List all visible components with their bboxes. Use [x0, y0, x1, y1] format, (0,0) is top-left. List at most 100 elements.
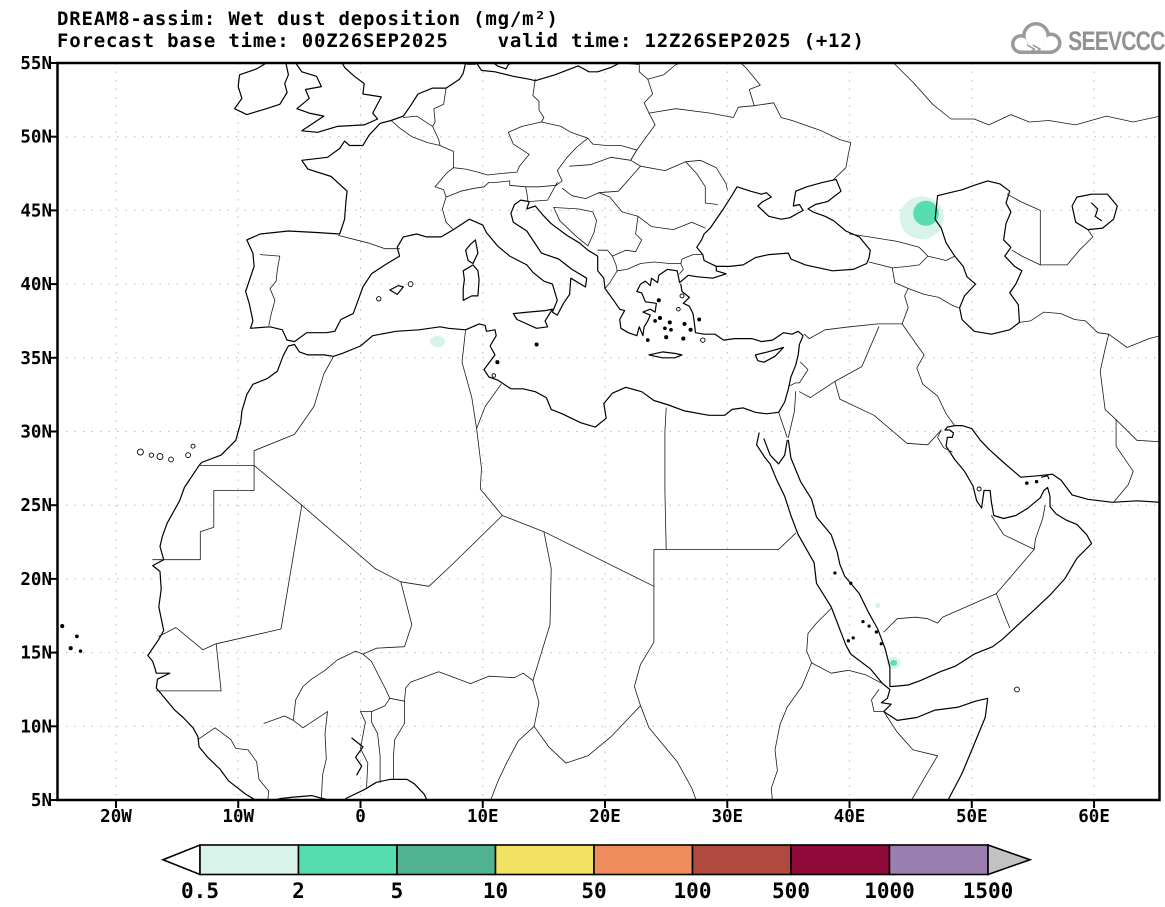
coastline-path [465, 239, 479, 265]
country-border-path [1006, 193, 1041, 211]
island-dot [676, 306, 681, 312]
island-dot [60, 624, 65, 629]
country-border-path [789, 361, 809, 387]
island-dot [1025, 481, 1029, 485]
island-dot [846, 639, 850, 643]
country-border-path [612, 249, 636, 257]
island-dot [874, 630, 879, 634]
country-border-path [533, 705, 641, 764]
country-border-path [476, 383, 502, 429]
island-dot [78, 649, 83, 653]
coastline-path [754, 346, 785, 363]
island-dot [534, 342, 539, 347]
country-border-path [665, 532, 797, 550]
island-dot [669, 327, 673, 332]
country-border-path [374, 515, 503, 587]
country-border-path [402, 115, 433, 127]
country-border-path [338, 235, 400, 250]
country-border-path [532, 531, 552, 681]
lon-tick-label: 50E [956, 807, 988, 827]
country-border-path [432, 87, 447, 146]
island-dot [136, 448, 144, 456]
lon-tick-label: 10W [222, 807, 254, 827]
country-border-path [490, 680, 540, 800]
coastline-path [763, 438, 788, 465]
country-border-path [773, 102, 852, 180]
country-border-path [508, 121, 594, 145]
figure-title: DREAM8-assim: Wet dust deposition (mg/m²… [57, 8, 559, 30]
colorbar-tick-label: 5 [391, 879, 404, 903]
country-border-path [501, 515, 655, 587]
country-border-path [995, 504, 1046, 594]
country-border-path [597, 249, 618, 272]
country-border-path [390, 120, 454, 230]
island-dot [663, 326, 667, 331]
island-dot [682, 321, 687, 326]
country-border-path [891, 267, 909, 289]
colorbar-tick-label: 1000 [864, 879, 915, 903]
coastline-path [293, 283, 804, 428]
country-border-path [883, 711, 938, 800]
country-border-path [1115, 419, 1160, 443]
country-border-path [362, 653, 391, 699]
lon-tick-label: 0 [355, 807, 366, 827]
lat-tick-label: 20N [20, 570, 52, 590]
country-border-path [461, 329, 477, 429]
country-border-path [635, 215, 643, 253]
island-dot [700, 337, 706, 343]
country-border-path [598, 192, 623, 213]
lat-tick-label: 40N [20, 275, 52, 295]
coastlines [147, 63, 1160, 800]
country-border-path [532, 78, 545, 123]
colorbar-over-arrow [987, 843, 1033, 876]
island-dot [656, 298, 661, 303]
figure-subtitle: Forecast base time: 00Z26SEP2025 valid t… [57, 30, 865, 52]
coastline-path [648, 351, 683, 359]
country-border-path [901, 323, 956, 426]
country-border-path [811, 662, 883, 684]
country-border-path [634, 585, 697, 800]
coastline-path [954, 425, 1160, 503]
country-border-path [630, 159, 641, 167]
country-border-path [158, 627, 217, 651]
country-border-path [525, 186, 529, 202]
country-border-path [553, 207, 597, 247]
country-border-path [1108, 333, 1160, 348]
lon-tick-label: 20E [589, 807, 621, 827]
country-border-path [527, 182, 558, 202]
axis-ticks [49, 62, 1096, 808]
country-border-path [803, 323, 903, 339]
country-border-path [647, 63, 683, 80]
deposition-spot [429, 336, 446, 348]
country-border-path [362, 581, 413, 655]
country-border-path [197, 727, 270, 800]
country-border-path [1011, 249, 1041, 266]
island-dot [75, 634, 79, 639]
country-border-path [636, 71, 656, 151]
coastline-path [245, 63, 727, 343]
island-dot [185, 452, 191, 458]
colorbar-tick-label: 50 [581, 879, 606, 903]
country-border-path [664, 407, 667, 550]
colorbar-segment [790, 844, 891, 876]
country-border-path [740, 63, 761, 107]
country-border-path [589, 149, 638, 166]
colorbar-tick-label: 10 [483, 879, 508, 903]
coastline-path [787, 425, 1093, 688]
lon-tick-label: 40E [834, 807, 866, 827]
lat-tick-label: 10N [20, 717, 52, 737]
colorbar-tick-label: 100 [674, 879, 712, 903]
country-border-path [259, 254, 281, 326]
island-dot [68, 646, 73, 651]
island-dot [168, 456, 174, 463]
coastline-path [512, 308, 553, 329]
country-border-path [788, 391, 797, 438]
country-border-path [778, 411, 788, 438]
colorbar-segment [396, 844, 497, 876]
lon-tick-label: 10E [467, 807, 499, 827]
island-dot [156, 453, 164, 461]
country-border-path [253, 465, 376, 569]
country-border-path [553, 207, 589, 247]
coastline-path [1071, 193, 1118, 231]
